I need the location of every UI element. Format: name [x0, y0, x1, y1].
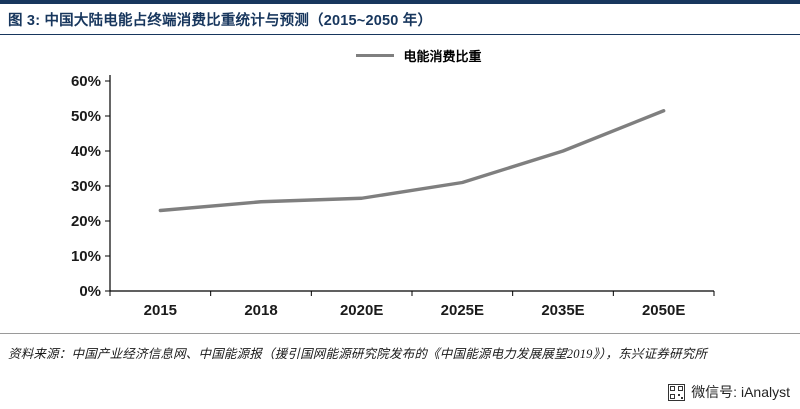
y-tick-label: 0% — [79, 283, 101, 300]
wechat-row: 微信号: iAnalyst — [668, 382, 790, 402]
wechat-label: 微信号: iAnalyst — [691, 384, 790, 400]
footer-divider — [0, 333, 800, 334]
y-tick-label: 60% — [71, 73, 101, 90]
x-tick-label: 2035E — [541, 302, 584, 319]
x-tick-label: 2018 — [244, 302, 277, 319]
x-tick-label: 2020E — [340, 302, 383, 319]
x-tick-label: 2015 — [144, 302, 177, 319]
source-text: 资料来源：中国产业经济信息网、中国能源报（援引国网能源研究院发布的《中国能源电力… — [8, 347, 708, 361]
series-line — [158, 109, 666, 213]
figure-title-bar: 图 3: 中国大陆电能占终端消费比重统计与预测（2015~2050 年） — [0, 0, 800, 35]
legend-label: 电能消费比重 — [403, 48, 482, 64]
x-tick-label: 2025E — [441, 302, 484, 319]
legend-line-swatch — [356, 53, 395, 57]
y-tick-label: 50% — [71, 108, 101, 125]
wechat-qr-icon — [668, 383, 686, 401]
y-tick-label: 10% — [71, 248, 101, 265]
y-tick-label: 30% — [71, 178, 101, 195]
line-chart: 0% 10% 20% 30% 40% 50% 60% 2015 2018 2020E 2025E 20… — [71, 73, 715, 319]
chart-legend: 电能消费比重 — [46, 47, 792, 64]
y-tick-label: 40% — [71, 143, 101, 160]
figure-title: 图 3: 中国大陆电能占终端消费比重统计与预测（2015~2050 年） — [8, 13, 433, 29]
x-tick-label: 2050E — [642, 302, 685, 319]
y-tick-label: 20% — [71, 213, 101, 230]
chart-area: 电能消费比重 0% 10% 20% 30% 40% 50% 60% 2015 2018 2020E… — [46, 47, 792, 321]
